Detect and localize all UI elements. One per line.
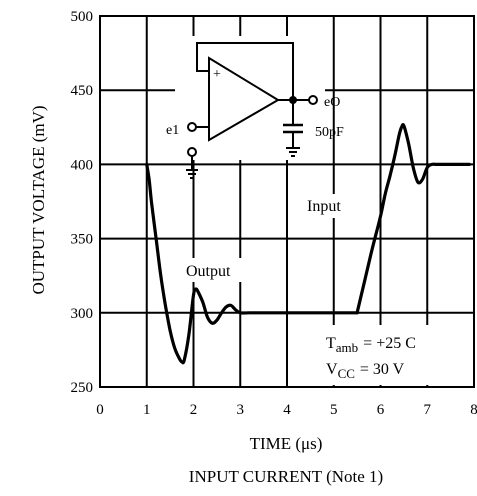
circuit-schematic: + eO e1 50pF [166,36,344,178]
noninverting-plus-sign: + [213,67,221,82]
x-tick-label: 5 [330,402,338,418]
output-terminal-label: eO [324,95,340,110]
x-tick-label: 4 [283,402,291,418]
x-tick-label: 8 [470,402,477,418]
x-tick-label: 7 [424,402,432,418]
y-axis-label: OUTPUT VOLTAGE (mV) [29,105,48,294]
x-axis-label: TIME (μs) [250,434,323,453]
y-tick-label: 250 [71,380,94,396]
x-tick-label: 2 [190,402,198,418]
x-tick-label: 1 [143,402,151,418]
chart-subtitle: INPUT CURRENT (Note 1) [189,467,383,486]
y-tick-label: 500 [71,9,94,25]
output-label: Output [186,263,231,280]
x-tick-label: 0 [96,402,104,418]
y-tick-label: 400 [71,157,94,173]
y-tick-label: 450 [71,83,94,99]
ground-terminal [188,148,196,156]
y-tick-label: 300 [71,306,94,322]
series-line-input [357,125,469,313]
load-cap-label: 50pF [315,125,344,140]
input-terminal-label: e1 [166,123,179,138]
x-tick-label: 6 [377,402,385,418]
input-label: Input [307,198,341,215]
input-terminal [188,123,196,131]
output-terminal [309,96,317,104]
x-tick-label: 3 [237,402,245,418]
y-tick-label: 350 [71,232,94,248]
